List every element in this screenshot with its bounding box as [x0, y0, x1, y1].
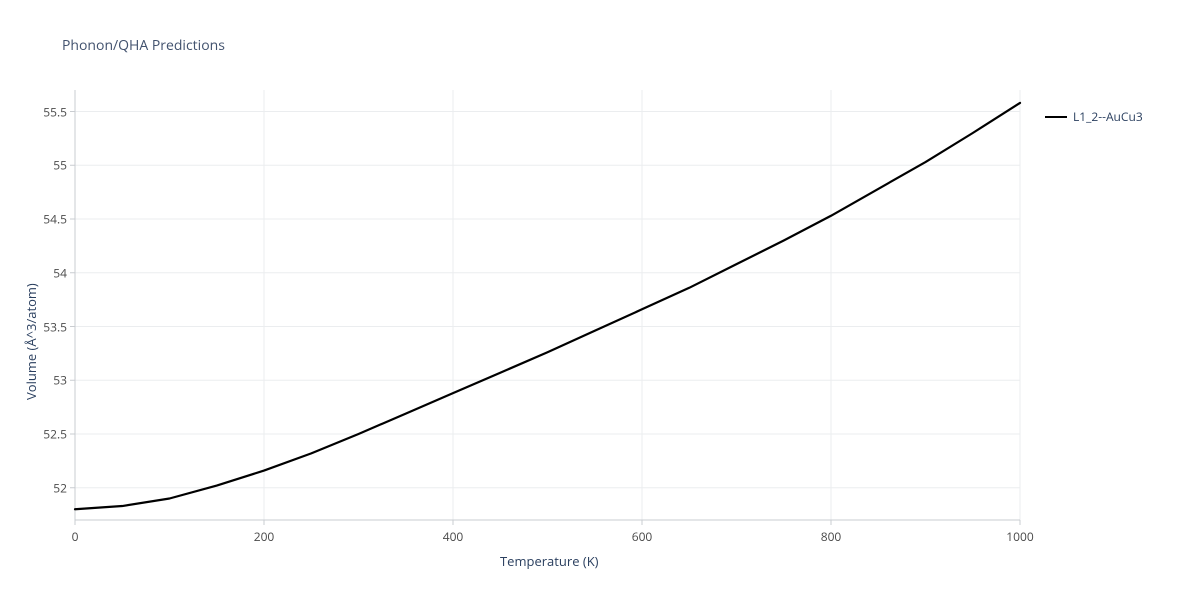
y-tick-label: 53 — [37, 372, 67, 389]
y-tick-label: 53.5 — [37, 318, 67, 335]
y-tick-label: 54.5 — [37, 211, 67, 228]
y-tick-label: 52 — [37, 479, 67, 496]
legend-item: L1_2--AuCu3 — [1045, 108, 1143, 125]
x-tick-label: 200 — [254, 528, 275, 545]
y-tick-label: 54 — [37, 264, 67, 281]
x-axis-title: Temperature (K) — [500, 552, 599, 570]
y-tick-label: 55.5 — [37, 103, 67, 120]
legend-label: L1_2--AuCu3 — [1073, 108, 1143, 125]
chart-plot-area — [0, 0, 1200, 600]
x-tick-label: 400 — [443, 528, 464, 545]
x-tick-label: 1000 — [1006, 528, 1033, 545]
x-tick-label: 800 — [821, 528, 842, 545]
y-tick-label: 52.5 — [37, 426, 67, 443]
x-tick-label: 0 — [72, 528, 79, 545]
legend: L1_2--AuCu3 — [1045, 108, 1143, 125]
y-tick-label: 55 — [37, 157, 67, 174]
x-tick-label: 600 — [632, 528, 653, 545]
legend-swatch — [1045, 116, 1067, 118]
